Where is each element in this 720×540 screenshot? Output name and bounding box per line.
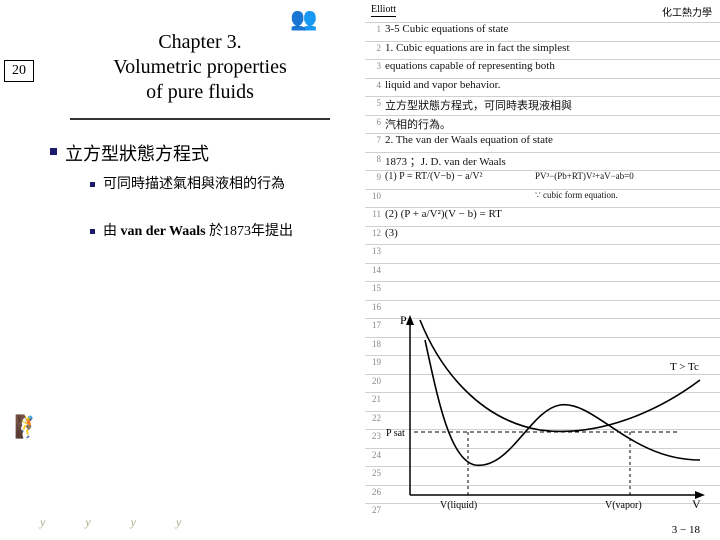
annot-psat: P sat [386,428,405,439]
slide-number-box: 20 [4,60,34,82]
note-line-2: 1. Cubic equations are in fact the simpl… [385,42,570,54]
vdw-prefix: 由 [103,224,121,239]
line-number: 23 [367,431,381,441]
line-number: 25 [367,468,381,478]
line-number: 8 [367,154,381,164]
subbullet-describe-phases-text: 可同時描述氣相與液相的行為 [103,175,285,195]
line-number: 9 [367,172,381,182]
subbullet-vdw-text: 由 van der Waals 於1873年提出 [103,222,293,242]
footer-marks: y y y y [40,515,181,530]
footer-glyph: y [176,515,181,530]
note-line-9a: (1) P = RT/(V−b) − a/V² [385,171,483,182]
line-number: 3 [367,61,381,71]
annot-vvapor: V(vapor) [605,500,642,510]
line-number: 13 [367,246,381,256]
line-number: 15 [367,283,381,293]
slide-title-line3: of pure fluids [90,80,310,105]
title-underline [70,118,330,120]
bullet-cubic-eos-text: 立方型狀態方程式 [65,140,209,166]
y-axis-arrow-icon [406,315,414,325]
bullet-square-icon [90,229,95,234]
line-number: 12 [367,228,381,238]
vdw-name: van der Waals [121,224,206,239]
note-line-10: (2) (P + a/V²)(V − b) = RT [385,208,502,220]
footer-glyph: y [40,515,45,530]
note-line-5: 立方型狀態方程式，可同時表現液相與 [385,97,572,113]
line-number: 6 [367,117,381,127]
y-axis-label: P [400,313,407,327]
line-number: 26 [367,487,381,497]
annot-vliquid: V(liquid) [440,500,477,510]
note-line-4: liquid and vapor behavior. [385,79,500,91]
line-number: 19 [367,357,381,367]
note-line-9b: PV³−(Pb+RT)V²+aV−ab=0 [535,171,634,181]
notes-header-right: 化工熱力學 [662,4,712,19]
slide-panel: 20 👥 Chapter 3. Volumetric properties of… [0,0,360,540]
annot-supercritical: T > Tc [670,361,699,373]
bullet-cubic-eos: 立方型狀態方程式 [50,140,209,166]
line-number: 10 [367,191,381,201]
pv-isotherm-plot: P V T > Tc P sat V(liquid) V(vapor) [380,310,710,510]
slide-number: 20 [12,63,26,79]
footer-glyph: y [131,515,136,530]
note-line-8: 1873 ；J. D. van der Waals [385,153,506,169]
note-line-7: 2. The van der Waals equation of state [385,134,553,146]
vdw-suffix: 於1873年提出 [206,224,294,239]
note-line-11: (3) [385,227,398,239]
line-number: 7 [367,135,381,145]
line-number: 11 [367,209,381,219]
slide-title-line1: Chapter 3. [90,30,310,55]
x-axis-label: V [692,497,701,510]
line-number: 27 [367,505,381,515]
line-number: 22 [367,413,381,423]
line-number: 17 [367,320,381,330]
line-number: 16 [367,302,381,312]
bullet-square-icon [90,182,95,187]
notes-header-left: Elliott [371,4,396,17]
decorative-figures-bottom: 🧗 [14,414,41,440]
slide-title: Chapter 3. Volumetric properties of pure… [90,30,310,105]
line-number: 4 [367,80,381,90]
line-number: 18 [367,339,381,349]
slide-title-line2: Volumetric properties [90,55,310,80]
line-number: 5 [367,98,381,108]
line-number: 2 [367,43,381,53]
line-number: 14 [367,265,381,275]
decorative-figures-top: 👥 [290,6,317,32]
bullet-square-icon [50,148,57,155]
notes-header-author: Elliott [371,4,396,15]
subbullet-vdw: 由 van der Waals 於1873年提出 [90,222,330,242]
footer-glyph: y [85,515,90,530]
isotherm-subcritical [425,340,700,465]
note-line-3: equations capable of representing both [385,60,555,72]
line-number: 20 [367,376,381,386]
line-number: 24 [367,450,381,460]
note-line-1: 3-5 Cubic equations of state [385,23,508,35]
isotherm-supercritical [420,320,700,431]
line-number: 21 [367,394,381,404]
subbullet-describe-phases: 可同時描述氣相與液相的行為 [90,175,330,195]
line-number: 1 [367,24,381,34]
notes-page-number: 3 − 18 [672,524,700,536]
note-line-9c: ∵ cubic form equation. [535,190,618,201]
note-line-6: 汽相的行為。 [385,116,451,132]
